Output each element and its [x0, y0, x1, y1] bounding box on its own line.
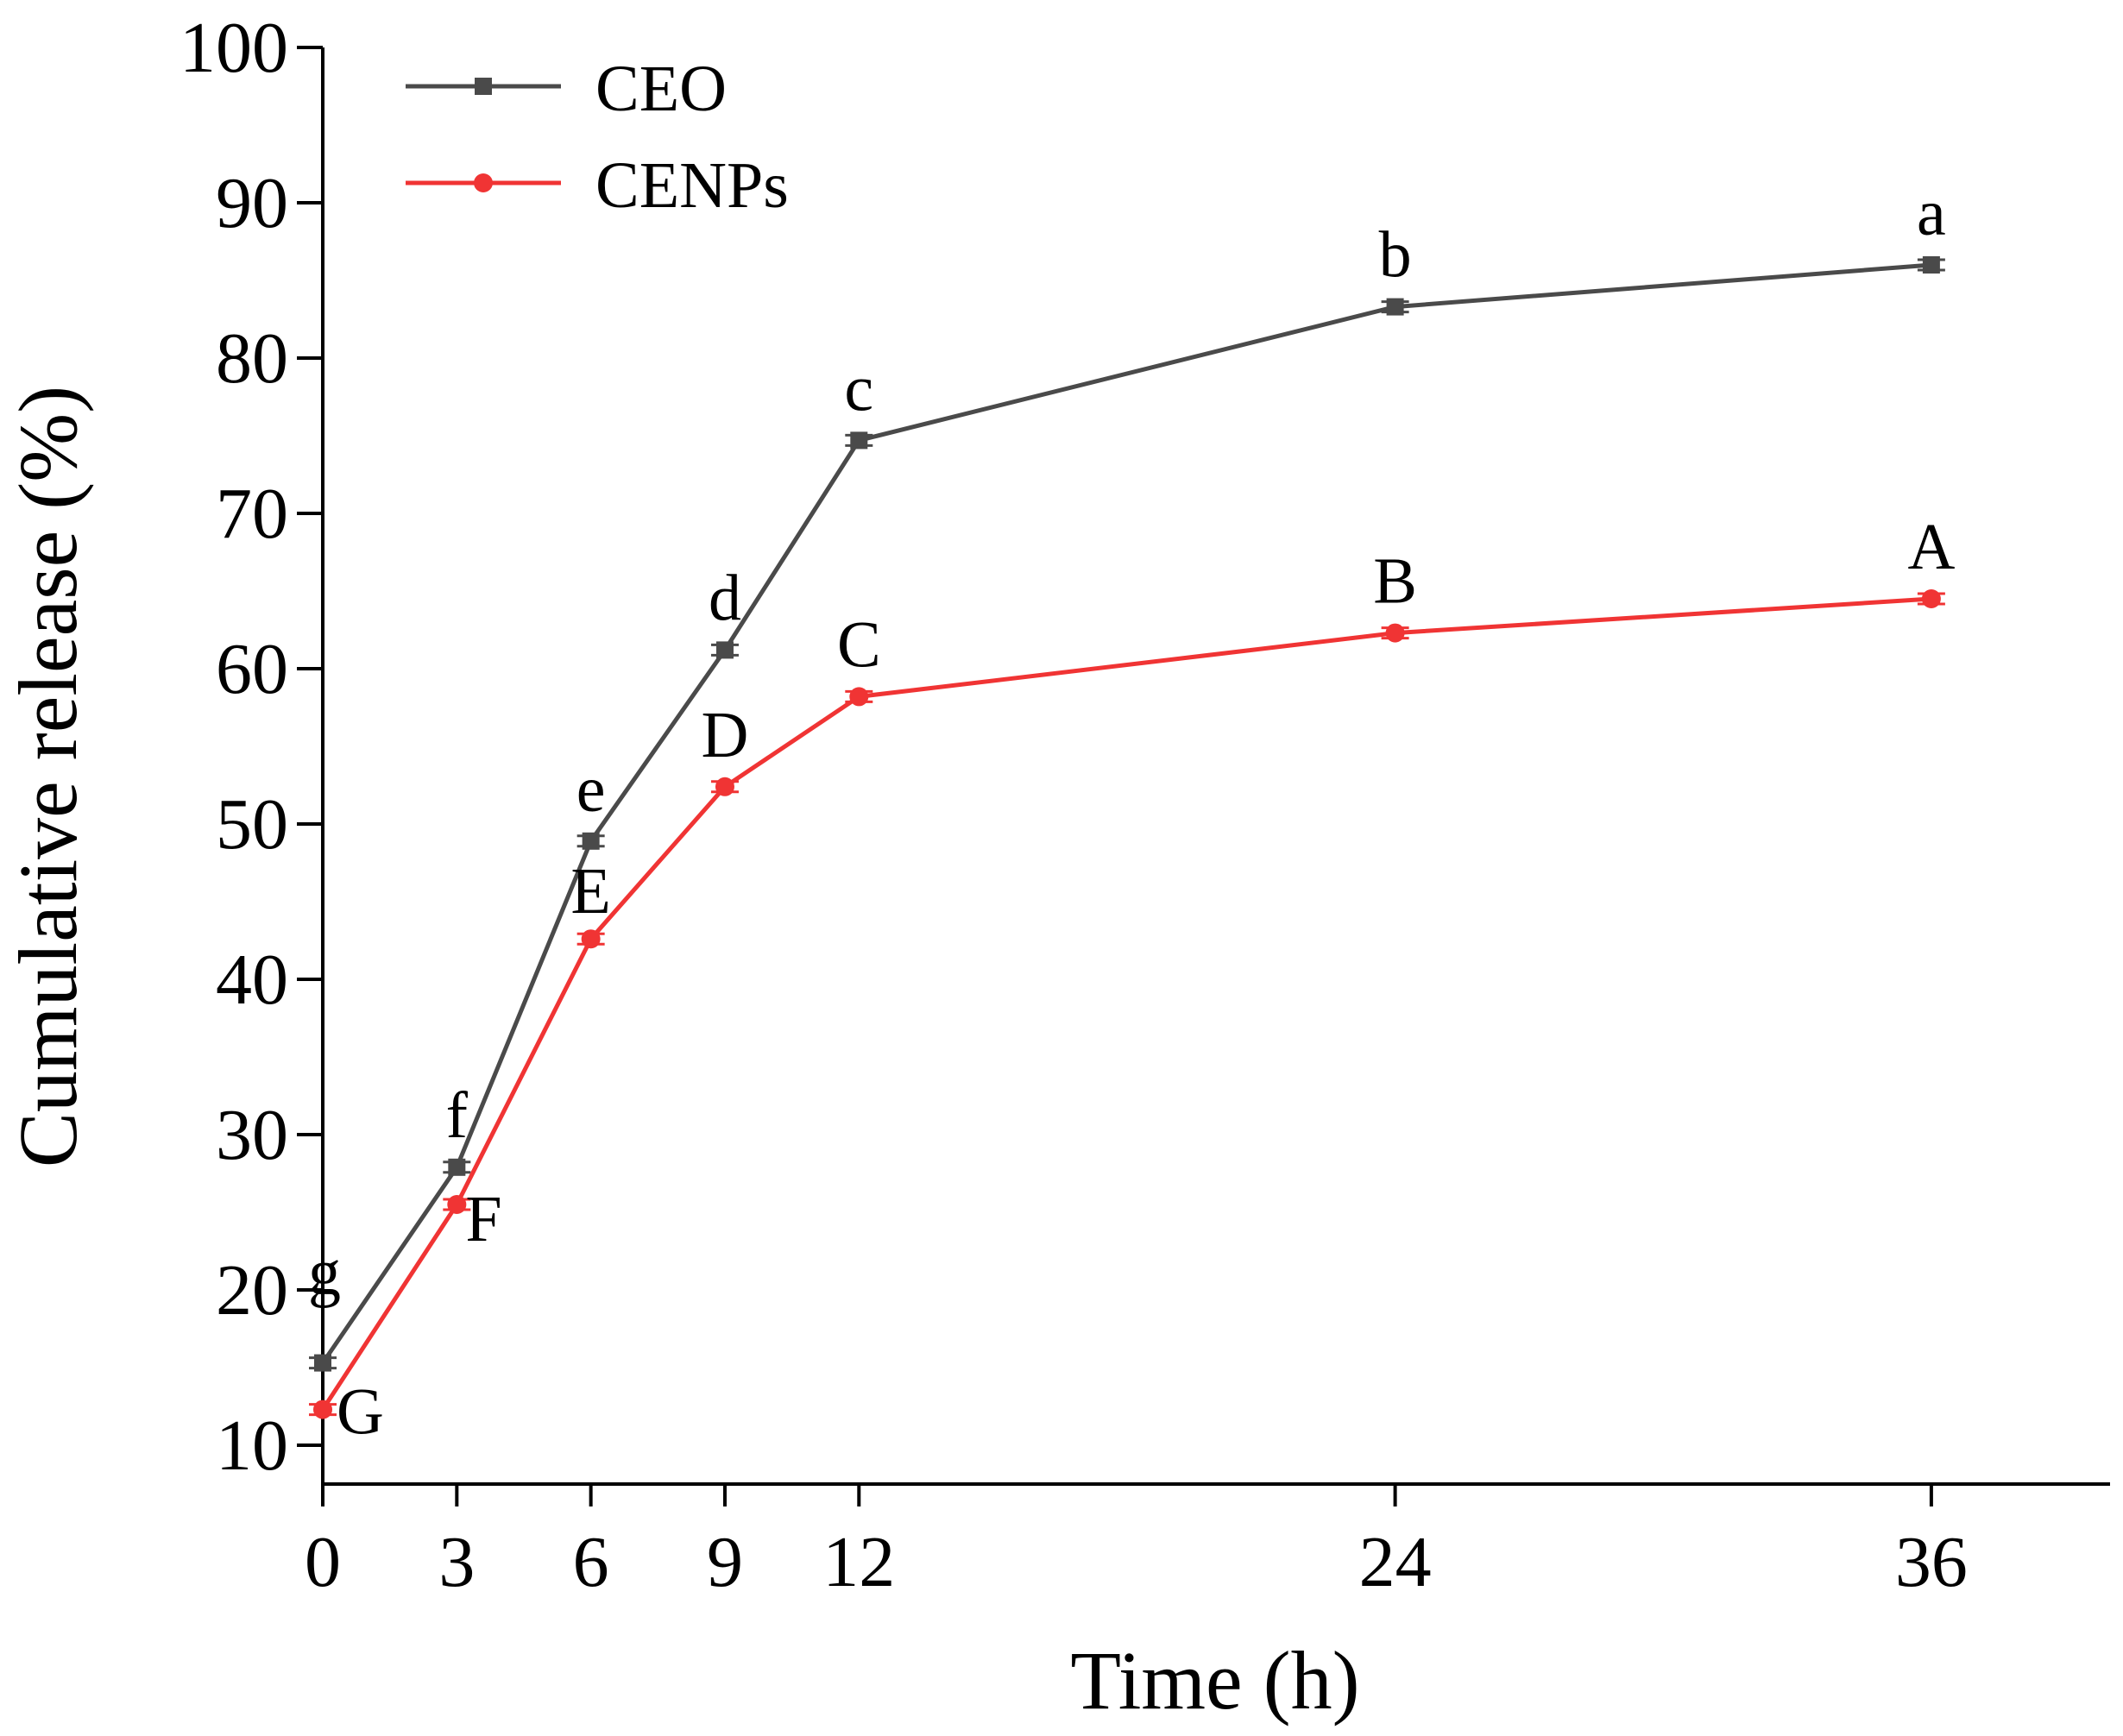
y-tick-label: 10 [216, 1406, 288, 1486]
point-label: c [844, 352, 873, 425]
legend-label: CEO [595, 53, 727, 125]
point-label: C [837, 608, 881, 681]
x-tick-label: 24 [1359, 1522, 1432, 1602]
data-point [581, 929, 601, 949]
data-point [447, 1195, 467, 1214]
y-tick-label: 40 [216, 940, 288, 1020]
y-tick-label: 90 [216, 163, 288, 243]
point-label: g [308, 1236, 341, 1309]
data-point [715, 777, 734, 796]
x-tick-label: 36 [1895, 1522, 1968, 1602]
y-tick-label: 80 [216, 318, 288, 399]
point-label: b [1379, 219, 1412, 292]
x-tick-label: 0 [305, 1522, 341, 1602]
series-layer [309, 256, 1945, 1419]
y-tick-label: 50 [216, 784, 288, 865]
point-label: f [446, 1079, 469, 1152]
series-line-cenps [320, 596, 1932, 1411]
point-label: B [1373, 545, 1417, 618]
data-point [1386, 298, 1404, 316]
legend-marker [474, 173, 493, 192]
y-axis-title: Cumulative release (%) [2, 386, 94, 1167]
data-point [715, 641, 734, 659]
point-label: a [1917, 177, 1946, 249]
data-point [314, 1354, 331, 1372]
data-point [1385, 623, 1405, 643]
point-label: D [702, 699, 749, 771]
point-labels: g f e d c b a G F E D C B A [308, 177, 1955, 1449]
data-point [448, 1158, 466, 1176]
y-tick-label: 60 [216, 629, 288, 709]
y-ticks: 10 20 30 40 50 60 70 80 90 100 [180, 8, 323, 1486]
legend-label: CENPs [595, 149, 789, 222]
x-tick-label: 12 [822, 1522, 895, 1602]
x-axis-title: Time (h) [1070, 1634, 1359, 1727]
y-tick-label: 30 [216, 1095, 288, 1175]
point-label: A [1907, 511, 1955, 583]
x-tick-label: 3 [438, 1522, 475, 1602]
y-tick-label: 70 [216, 474, 288, 554]
data-point [1922, 256, 1940, 274]
data-point [313, 1399, 332, 1419]
legend-marker [475, 78, 492, 95]
data-point [582, 832, 600, 850]
point-label: E [570, 855, 610, 928]
data-point [849, 687, 869, 707]
axes [321, 47, 2110, 1486]
y-tick-label: 100 [180, 8, 288, 88]
point-label: d [709, 562, 741, 634]
point-label: F [465, 1183, 501, 1255]
x-ticks: 0 3 6 9 12 24 36 [305, 1484, 1968, 1602]
series-line-ceo [320, 262, 1932, 1365]
point-label: e [576, 753, 606, 826]
point-label: G [337, 1376, 384, 1449]
legend: CEO CENPs [406, 53, 789, 222]
x-tick-label: 9 [707, 1522, 743, 1602]
x-tick-label: 6 [573, 1522, 609, 1602]
data-point [850, 431, 868, 450]
y-tick-label: 20 [216, 1250, 288, 1330]
data-point [1921, 589, 1941, 608]
